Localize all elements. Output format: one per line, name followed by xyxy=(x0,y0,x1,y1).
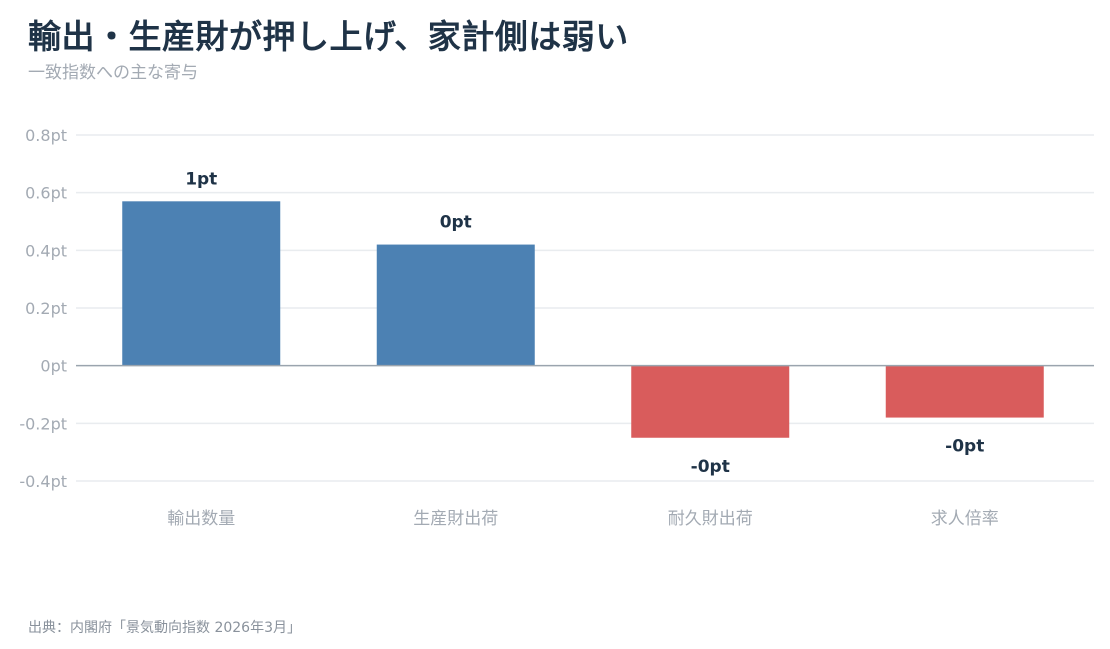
data-label: -0pt xyxy=(945,437,984,457)
bar xyxy=(122,201,281,366)
chart-subtitle: 一致指数への主な寄与 xyxy=(28,63,198,83)
y-tick-label: 0pt xyxy=(40,357,67,376)
gridlines xyxy=(76,134,1094,482)
y-tick-label: 0.6pt xyxy=(25,184,67,203)
x-category-label: 輸出数量 xyxy=(167,509,235,529)
bar xyxy=(631,365,790,438)
x-category-label: 求人倍率 xyxy=(931,509,999,529)
y-tick-label: -0.2pt xyxy=(19,414,67,433)
x-category-label: 耐久財出荷 xyxy=(668,509,753,529)
bar-chart: 0.8pt 0.6pt 0.4pt 0.2pt 0pt -0.2pt -0.4pt 1pt 0… xyxy=(19,126,1094,529)
bar xyxy=(376,244,535,366)
bar xyxy=(885,365,1044,418)
chart-title: 輸出・生産財が押し上げ、家計側は弱い xyxy=(28,17,629,56)
data-labels: 1pt 0pt -0pt -0pt xyxy=(185,169,984,476)
y-tick-label: -0.4pt xyxy=(19,472,67,491)
y-tick-label: 0.2pt xyxy=(25,299,67,318)
bars xyxy=(122,201,1044,438)
y-tick-label: 0.8pt xyxy=(25,126,67,145)
y-tick-label: 0.4pt xyxy=(25,241,67,260)
x-category-label: 生産財出荷 xyxy=(413,509,498,529)
data-label: 1pt xyxy=(185,169,217,189)
x-axis-categories: 輸出数量 生産財出荷 耐久財出荷 求人倍率 xyxy=(167,509,999,529)
y-axis-ticks: 0.8pt 0.6pt 0.4pt 0.2pt 0pt -0.2pt -0.4pt xyxy=(19,126,67,491)
source-note: 出典：内閣府「景気動向指数 2026年3月」 xyxy=(28,620,301,636)
data-label: 0pt xyxy=(440,213,472,233)
data-label: -0pt xyxy=(691,457,730,477)
